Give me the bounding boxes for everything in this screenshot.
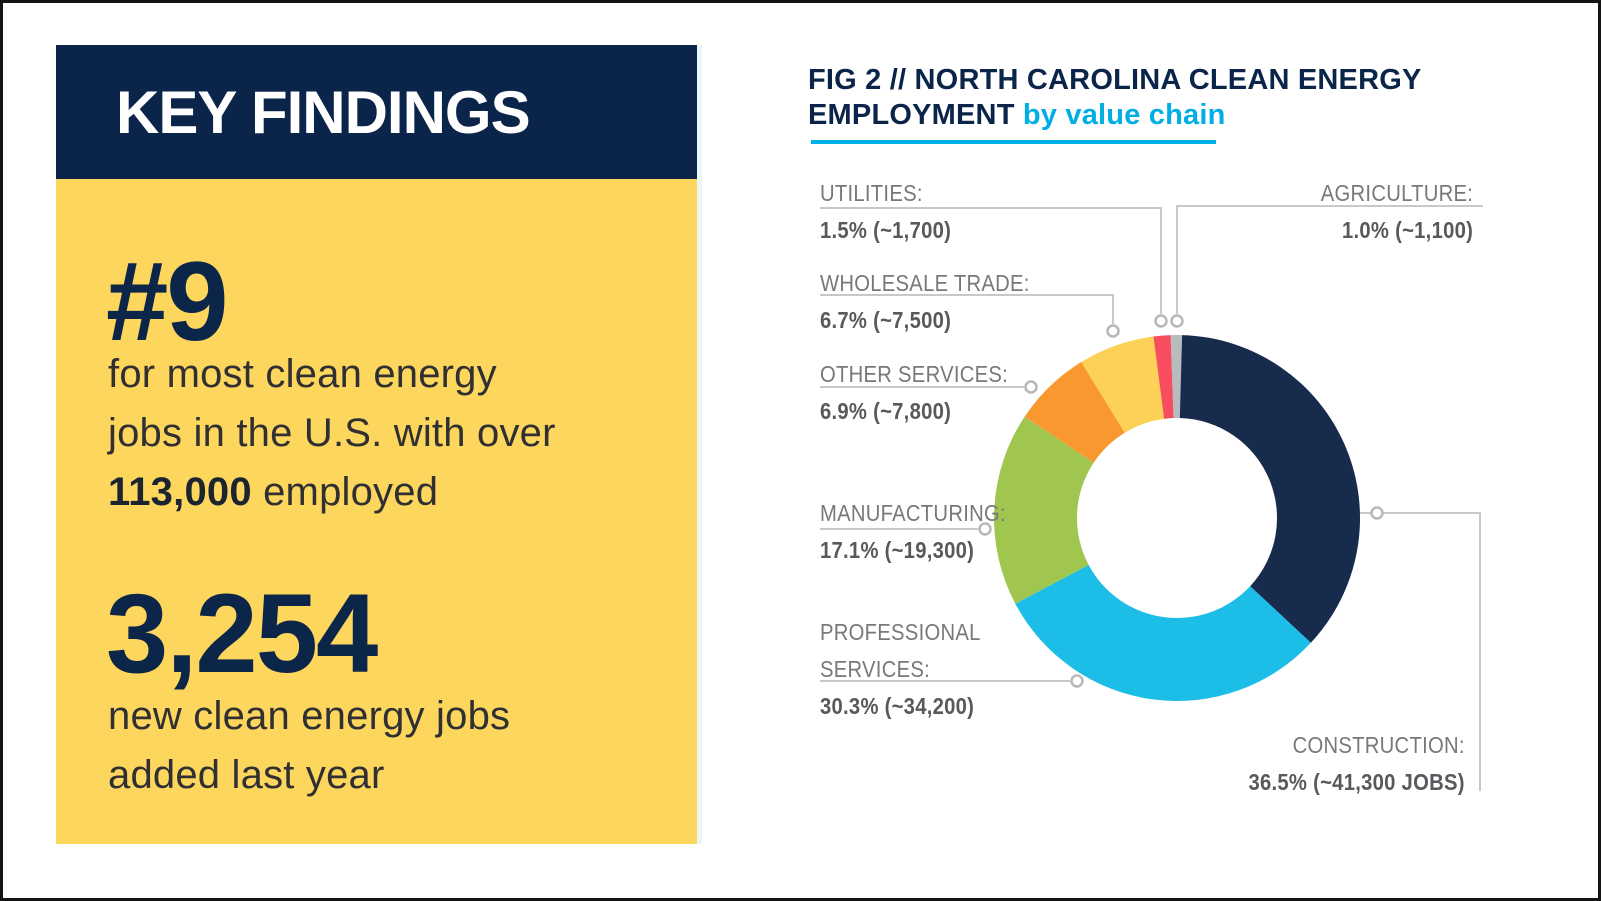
chart-title-accent: by value chain bbox=[1022, 99, 1226, 131]
stat-new-jobs-line1: new clean energy jobs bbox=[108, 694, 511, 738]
donut-slice-manufacturing bbox=[993, 416, 1094, 604]
stat-rank-number: #9 bbox=[106, 239, 229, 364]
leader-dot-wholesale-trade bbox=[1106, 324, 1120, 338]
key-findings-title: KEY FINDINGS bbox=[116, 78, 531, 146]
label-professional-services-name-line1: PROFESSIONAL bbox=[820, 619, 981, 645]
leader-dot-construction bbox=[1370, 506, 1384, 520]
key-findings-panel: KEY FINDINGS #9 for most clean energy job… bbox=[56, 45, 702, 844]
label-agriculture: AGRICULTURE: 1.0% (~1,100) bbox=[1321, 175, 1473, 249]
label-construction-name: CONSTRUCTION: bbox=[1292, 732, 1465, 758]
title-underline bbox=[811, 140, 1216, 144]
label-utilities-value: 1.5% (~1,700) bbox=[820, 217, 952, 243]
label-agriculture-name: AGRICULTURE: bbox=[1320, 180, 1473, 206]
label-wholesale-trade-name: WHOLESALE TRADE: bbox=[820, 270, 1030, 296]
label-other-services-value: 6.9% (~7,800) bbox=[820, 398, 952, 424]
label-agriculture-value: 1.0% (~1,100) bbox=[1341, 217, 1473, 243]
label-construction-value: 36.5% (~41,300 JOBS) bbox=[1248, 769, 1465, 795]
donut-slice-utilities bbox=[1153, 335, 1174, 419]
leader-dot-utilities bbox=[1154, 314, 1168, 328]
chart-title-line1: FIG 2 // NORTH CAROLINA CLEAN ENERGY bbox=[808, 64, 1422, 96]
donut-slice-other-services bbox=[1024, 362, 1125, 463]
label-utilities: UTILITIES: 1.5% (~1,700) bbox=[820, 175, 951, 249]
leader-dot-professional-services bbox=[1070, 674, 1084, 688]
label-professional-services: PROFESSIONAL SERVICES: 30.3% (~34,200) bbox=[820, 614, 981, 725]
label-other-services-name: OTHER SERVICES: bbox=[820, 361, 1009, 387]
key-findings-header: KEY FINDINGS bbox=[56, 45, 697, 179]
label-utilities-name: UTILITIES: bbox=[820, 180, 923, 206]
label-manufacturing-value: 17.1% (~19,300) bbox=[820, 537, 975, 563]
label-construction: CONSTRUCTION: 36.5% (~41,300 JOBS) bbox=[1249, 727, 1465, 801]
donut-slice-agriculture bbox=[1170, 334, 1183, 419]
leader-dot-other-services bbox=[1024, 380, 1038, 394]
stat-rank-line1: for most clean energy bbox=[108, 352, 497, 396]
stat-rank-line3-rest: employed bbox=[251, 470, 439, 514]
label-professional-services-value: 30.3% (~34,200) bbox=[820, 693, 975, 719]
label-wholesale-trade-value: 6.7% (~7,500) bbox=[820, 307, 952, 333]
stat-rank-line2: jobs in the U.S. with over bbox=[108, 411, 556, 455]
leader-dot-agriculture bbox=[1170, 314, 1184, 328]
stat-new-jobs-description: new clean energy jobs added last year bbox=[108, 687, 510, 805]
stat-rank-description: for most clean energy jobs in the U.S. wi… bbox=[108, 345, 556, 522]
label-manufacturing-name: MANUFACTURING: bbox=[820, 500, 1006, 526]
stat-new-jobs-line2: added last year bbox=[108, 753, 385, 797]
donut-slice-construction bbox=[1179, 335, 1361, 643]
donut-slices bbox=[993, 334, 1361, 702]
label-manufacturing: MANUFACTURING: 17.1% (~19,300) bbox=[820, 495, 1006, 569]
label-professional-services-name-line2: SERVICES: bbox=[820, 656, 930, 682]
donut-slice-wholesale-trade bbox=[1081, 336, 1165, 433]
stat-rank-employed-count: 113,000 bbox=[108, 470, 252, 514]
donut-slice-professional-services bbox=[1015, 564, 1311, 702]
label-other-services: OTHER SERVICES: 6.9% (~7,800) bbox=[820, 356, 1008, 430]
chart-title-line2: EMPLOYMENT bbox=[808, 99, 1015, 131]
key-findings-body: #9 for most clean energy jobs in the U.S.… bbox=[56, 179, 697, 844]
chart-title: FIG 2 // NORTH CAROLINA CLEAN ENERGY EMPL… bbox=[808, 63, 1422, 133]
stat-new-jobs-number: 3,254 bbox=[106, 571, 378, 696]
label-wholesale-trade: WHOLESALE TRADE: 6.7% (~7,500) bbox=[820, 265, 1030, 339]
